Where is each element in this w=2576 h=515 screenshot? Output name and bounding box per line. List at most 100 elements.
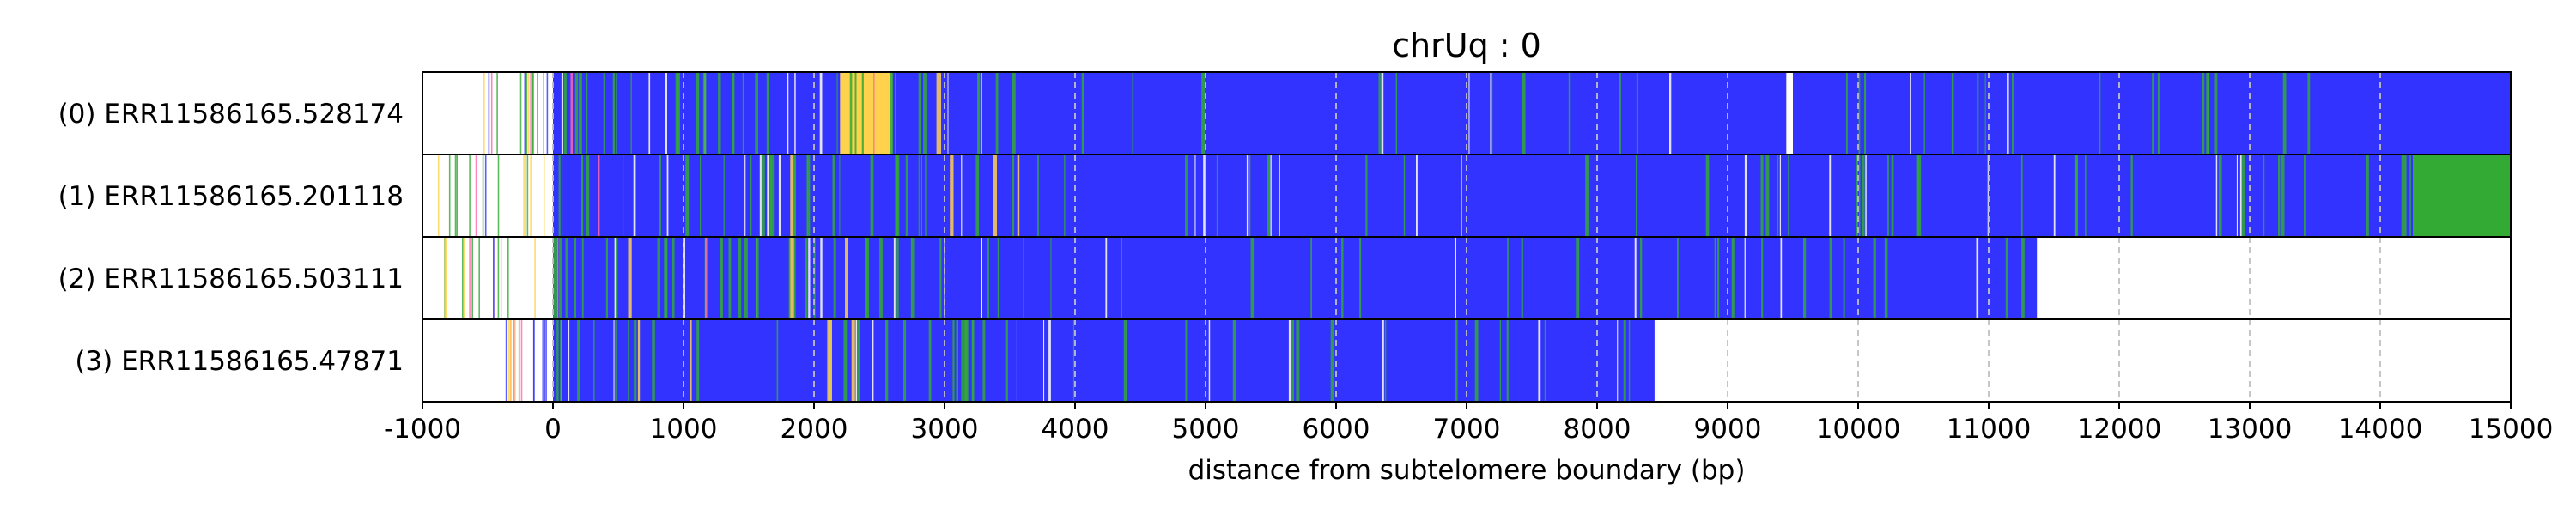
read-segment xyxy=(1522,72,1526,154)
read-segment xyxy=(532,72,534,154)
read-segment xyxy=(2007,72,2009,154)
read-segment xyxy=(475,154,477,237)
x-axis-ticks: -1000 0 1000 2000 3000 4000 5000 6000 7000 8000 90… xyxy=(384,402,2553,445)
read-segment xyxy=(484,154,487,237)
read-segment xyxy=(696,319,700,402)
read-segment xyxy=(1786,72,1793,154)
read-segment xyxy=(1043,319,1045,402)
read-segment xyxy=(2020,154,2023,237)
read-segment xyxy=(1381,72,1384,154)
read-segment xyxy=(530,72,532,154)
read-segment xyxy=(805,237,808,319)
read-segment xyxy=(1365,154,1368,237)
read-segment xyxy=(444,237,447,319)
read-segment xyxy=(928,319,932,402)
read-segment xyxy=(972,319,975,402)
read-segment xyxy=(581,237,584,319)
read-segment xyxy=(1864,72,1867,154)
read-segment xyxy=(1640,237,1643,319)
read-segment xyxy=(634,319,637,402)
x-tick-label: 3000 xyxy=(911,414,979,445)
read-segment xyxy=(808,237,811,319)
row-labels: (0) ERR11586165.528174 (1) ERR11586165.20… xyxy=(58,99,404,377)
read-segment xyxy=(890,72,893,154)
rows-layer xyxy=(437,72,2511,402)
read-segment xyxy=(939,237,942,319)
read-segment xyxy=(637,319,641,402)
read-segment xyxy=(2307,72,2311,154)
read-segment xyxy=(488,72,490,154)
read-segment xyxy=(793,154,796,237)
read-segment xyxy=(437,154,440,237)
read-segment xyxy=(918,154,920,237)
read-segment xyxy=(553,72,683,154)
read-segment xyxy=(614,237,617,319)
read-segment xyxy=(855,319,857,402)
read-segment xyxy=(524,154,526,237)
read-segment xyxy=(1123,319,1126,402)
read-segment xyxy=(570,72,573,154)
read-segment xyxy=(1384,319,1387,402)
read-segment xyxy=(964,319,968,402)
read-segment xyxy=(478,237,480,319)
read-segment xyxy=(556,237,559,319)
read-segment xyxy=(1917,154,1922,237)
read-segment xyxy=(720,237,723,319)
read-segment xyxy=(577,319,580,402)
read-segment xyxy=(1403,154,1406,237)
read-segment xyxy=(605,237,608,319)
read-segment xyxy=(648,72,651,154)
read-segment xyxy=(2401,154,2403,237)
read-segment xyxy=(545,319,547,402)
read-segment xyxy=(1677,237,1679,319)
read-segment xyxy=(936,72,941,154)
read-segment xyxy=(718,72,721,154)
read-label: (1) ERR11586165.201118 xyxy=(58,181,404,212)
read-segment xyxy=(845,237,848,319)
read-segment xyxy=(1568,72,1571,154)
read-segment xyxy=(2409,154,2411,237)
read-segment xyxy=(519,72,522,154)
read-segment xyxy=(1714,237,1716,319)
read-segment xyxy=(1330,319,1334,402)
read-segment xyxy=(723,154,725,237)
read-segment xyxy=(1081,72,1084,154)
read-segment xyxy=(659,154,661,237)
read-segment xyxy=(977,72,981,154)
x-tick-label: 11000 xyxy=(1947,414,2032,445)
read-segment xyxy=(870,154,874,237)
read-segment xyxy=(2214,72,2218,154)
read-segment xyxy=(732,72,734,154)
read-segment xyxy=(1048,319,1051,402)
x-tick-label: 6000 xyxy=(1303,414,1370,445)
read-segment xyxy=(1121,237,1122,319)
read-segment xyxy=(513,319,515,402)
read-segment xyxy=(2263,154,2265,237)
read-segment xyxy=(861,72,864,154)
read-segment xyxy=(469,237,471,319)
read-segment xyxy=(770,154,775,237)
read-segment xyxy=(1829,237,1832,319)
read-segment xyxy=(2005,237,2008,319)
read-segment xyxy=(1705,154,1710,237)
read-segment xyxy=(1125,319,1127,402)
read-segment xyxy=(1538,319,1541,402)
read-segment xyxy=(1865,154,1867,237)
read-segment xyxy=(616,72,617,154)
read-segment xyxy=(1744,237,1746,319)
read-segment xyxy=(630,72,632,154)
read-segment xyxy=(683,72,841,154)
read-segment xyxy=(2403,154,2407,237)
read-segment xyxy=(2215,154,2218,237)
read-segment xyxy=(586,154,590,237)
read-segment xyxy=(1270,154,1272,237)
read-segment xyxy=(628,237,632,319)
read-segment xyxy=(952,319,955,402)
read-segment xyxy=(490,72,493,154)
read-segment xyxy=(507,319,510,402)
read-segment xyxy=(997,237,999,319)
read-segment xyxy=(2074,154,2078,237)
read-segment xyxy=(1803,237,1807,319)
read-segment xyxy=(565,237,568,319)
read-segment xyxy=(1250,237,1255,319)
